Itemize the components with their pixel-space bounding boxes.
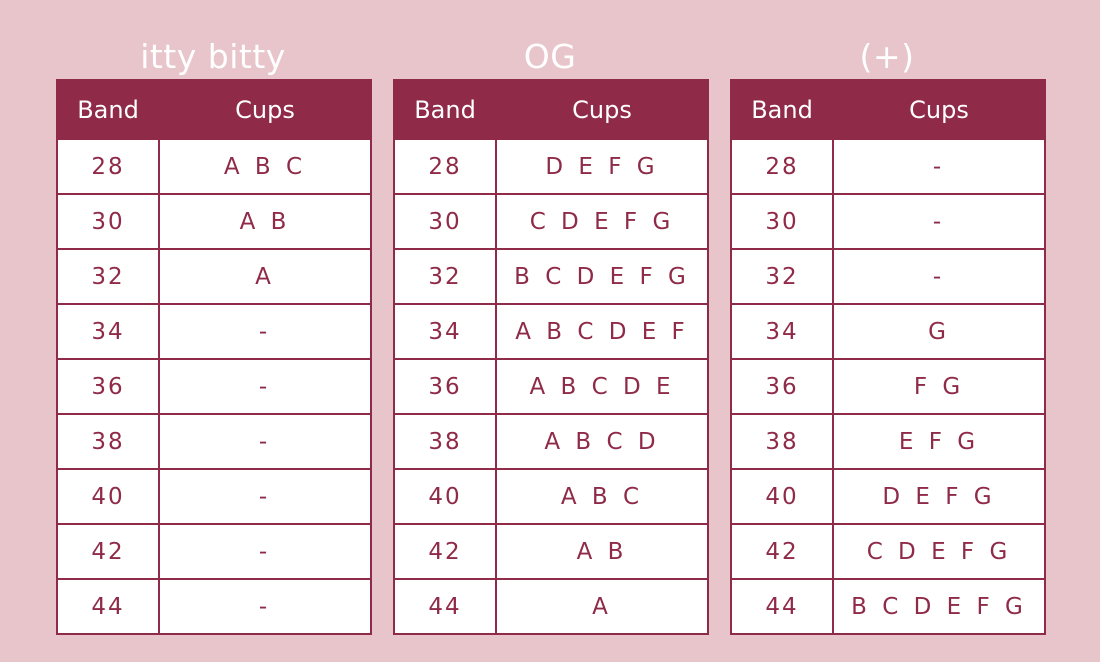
table-row: 42 A B bbox=[393, 523, 709, 580]
table-row: 30 A B bbox=[56, 193, 372, 250]
cups-cell: A B C bbox=[495, 468, 709, 525]
band-cell: 44 bbox=[393, 578, 497, 635]
band-cell: 28 bbox=[393, 138, 497, 195]
table-row: 36- bbox=[56, 358, 372, 415]
band-cell: 38 bbox=[393, 413, 497, 470]
band-cell: 42 bbox=[730, 523, 834, 580]
cups-cell: - bbox=[158, 303, 372, 360]
cups-cell: A B C D bbox=[495, 413, 709, 470]
band-cell: 42 bbox=[393, 523, 497, 580]
band-cell: 36 bbox=[56, 358, 160, 415]
band-cell: 32 bbox=[56, 248, 160, 305]
cups-cell: - bbox=[832, 193, 1046, 250]
cups-cell: - bbox=[158, 523, 372, 580]
table-row: 32 A bbox=[56, 248, 372, 305]
table-row: 44 A bbox=[393, 578, 709, 635]
band-cell: 34 bbox=[56, 303, 160, 360]
band-cell: 38 bbox=[730, 413, 834, 470]
cups-cell: - bbox=[158, 468, 372, 525]
table-row: 42 C D E F G bbox=[730, 523, 1046, 580]
table-row: 38 A B C D bbox=[393, 413, 709, 470]
cups-column-header: Cups bbox=[158, 79, 372, 140]
band-cell: 30 bbox=[56, 193, 160, 250]
band-cell: 28 bbox=[56, 138, 160, 195]
table-header-row: Band Cups bbox=[730, 79, 1046, 140]
cups-column-header: Cups bbox=[832, 79, 1046, 140]
band-cell: 32 bbox=[730, 248, 834, 305]
table-row: 38- bbox=[56, 413, 372, 470]
cups-cell: F G bbox=[832, 358, 1046, 415]
band-cell: 30 bbox=[393, 193, 497, 250]
band-column-header: Band bbox=[393, 79, 497, 140]
cups-cell: A B C D E bbox=[495, 358, 709, 415]
band-cell: 42 bbox=[56, 523, 160, 580]
table-body: 28-30-32-34 G 36 F G 38 E F G 40 D E F G 42 C D E… bbox=[730, 138, 1046, 635]
table-row: 34 A B C D E F bbox=[393, 303, 709, 360]
cups-cell: A bbox=[495, 578, 709, 635]
table-row: 38 E F G bbox=[730, 413, 1046, 470]
table-row: 44- bbox=[56, 578, 372, 635]
band-cell: 36 bbox=[730, 358, 834, 415]
cups-cell: - bbox=[158, 578, 372, 635]
table-body: 28 D E F G 30 C D E F G 32 B C D E F G 34 A B C… bbox=[393, 138, 709, 635]
band-cell: 34 bbox=[393, 303, 497, 360]
cups-cell: - bbox=[158, 413, 372, 470]
cups-cell: B C D E F G bbox=[495, 248, 709, 305]
table-body: 28 A B C 30 A B 32 A 34-36-38-40-42-44- bbox=[56, 138, 372, 635]
table-row: 44 B C D E F G bbox=[730, 578, 1046, 635]
band-cell: 28 bbox=[730, 138, 834, 195]
size-table-plus: Band Cups 28-30-32-34 G 36 F G 38 E F G 40 D E … bbox=[730, 79, 1046, 635]
cups-cell: A B C bbox=[158, 138, 372, 195]
cups-cell: A B bbox=[158, 193, 372, 250]
group-title: itty bitty bbox=[140, 37, 286, 77]
cups-cell: - bbox=[158, 358, 372, 415]
cups-cell: C D E F G bbox=[832, 523, 1046, 580]
band-cell: 40 bbox=[730, 468, 834, 525]
cups-cell: A B C D E F bbox=[495, 303, 709, 360]
cups-cell: - bbox=[832, 248, 1046, 305]
table-row: 28- bbox=[730, 138, 1046, 195]
band-cell: 36 bbox=[393, 358, 497, 415]
table-row: 34- bbox=[56, 303, 372, 360]
size-table-itty-bitty: Band Cups 28 A B C 30 A B 32 A 34-36-38-40-42-… bbox=[56, 79, 372, 635]
table-row: 32 B C D E F G bbox=[393, 248, 709, 305]
band-column-header: Band bbox=[56, 79, 160, 140]
table-row: 34 G bbox=[730, 303, 1046, 360]
cups-cell: A bbox=[158, 248, 372, 305]
cups-column-header: Cups bbox=[495, 79, 709, 140]
cups-cell: B C D E F G bbox=[832, 578, 1046, 635]
table-row: 42- bbox=[56, 523, 372, 580]
table-row: 40- bbox=[56, 468, 372, 525]
band-cell: 44 bbox=[730, 578, 834, 635]
table-row: 40 D E F G bbox=[730, 468, 1046, 525]
cups-cell: C D E F G bbox=[495, 193, 709, 250]
band-cell: 30 bbox=[730, 193, 834, 250]
cups-cell: D E F G bbox=[832, 468, 1046, 525]
cups-cell: E F G bbox=[832, 413, 1046, 470]
size-table-og: Band Cups 28 D E F G 30 C D E F G 32 B C D E … bbox=[393, 79, 709, 635]
band-cell: 38 bbox=[56, 413, 160, 470]
table-row: 36 A B C D E bbox=[393, 358, 709, 415]
cups-cell: - bbox=[832, 138, 1046, 195]
cups-cell: G bbox=[832, 303, 1046, 360]
table-row: 32- bbox=[730, 248, 1046, 305]
table-row: 28 A B C bbox=[56, 138, 372, 195]
group-title: OG bbox=[523, 37, 577, 77]
table-row: 36 F G bbox=[730, 358, 1046, 415]
cups-cell: D E F G bbox=[495, 138, 709, 195]
table-header-row: Band Cups bbox=[393, 79, 709, 140]
band-cell: 32 bbox=[393, 248, 497, 305]
band-cell: 40 bbox=[393, 468, 497, 525]
table-row: 40 A B C bbox=[393, 468, 709, 525]
band-column-header: Band bbox=[730, 79, 834, 140]
table-header-row: Band Cups bbox=[56, 79, 372, 140]
table-row: 28 D E F G bbox=[393, 138, 709, 195]
table-row: 30 C D E F G bbox=[393, 193, 709, 250]
group-title: (+) bbox=[859, 37, 915, 77]
band-cell: 34 bbox=[730, 303, 834, 360]
band-cell: 40 bbox=[56, 468, 160, 525]
table-row: 30- bbox=[730, 193, 1046, 250]
band-cell: 44 bbox=[56, 578, 160, 635]
cups-cell: A B bbox=[495, 523, 709, 580]
